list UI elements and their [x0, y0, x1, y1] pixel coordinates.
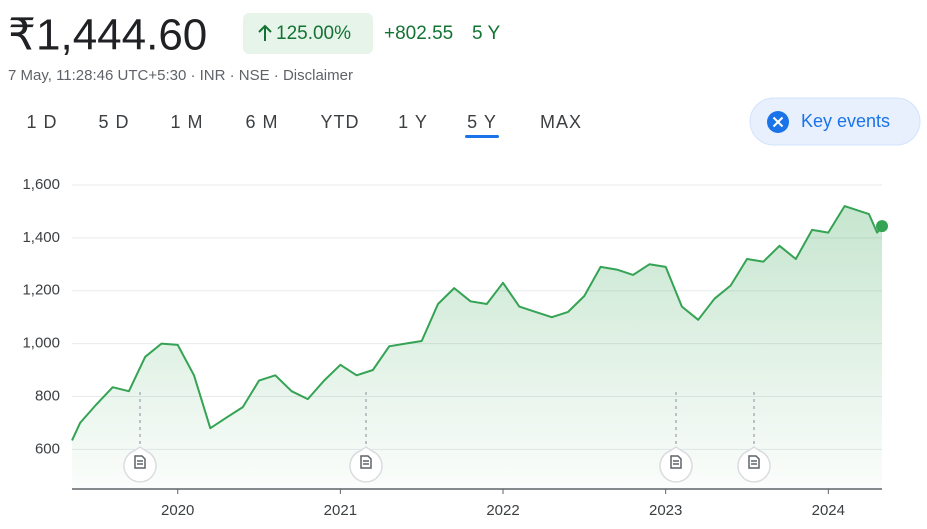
change: +802.55 [384, 23, 453, 44]
event-icon [670, 455, 682, 469]
up-arrow [258, 24, 272, 41]
x-tick-label: 2022 [486, 502, 519, 519]
y-tick-label: 1,200 [22, 282, 60, 299]
y-tick-label: 1,600 [22, 176, 60, 193]
change-badge [243, 13, 373, 54]
tab[interactable]: YTD [321, 112, 360, 132]
last-point [876, 220, 888, 233]
tab[interactable]: 5 D [98, 112, 129, 132]
key-events-label: Key events [801, 111, 890, 131]
event-icon [748, 455, 760, 469]
key-events-button[interactable] [749, 97, 921, 146]
tab[interactable]: MAX [540, 112, 582, 132]
tab[interactable]: 1 D [26, 112, 57, 132]
event-icon [360, 455, 372, 469]
x-tick-label: 2024 [812, 502, 845, 519]
change-percent: 125.00% [276, 23, 351, 44]
tab[interactable]: 1 Y [398, 112, 428, 132]
price-line [71, 205, 883, 441]
price: ₹1,444.60 [8, 11, 207, 60]
y-tick-label: 1,400 [22, 229, 60, 246]
y-tick-label: 600 [35, 440, 60, 457]
tabs: 1 D 5 D 1 M 6 M YTD 1 Y 5 Y MAX [26, 112, 582, 138]
event-icon [134, 455, 146, 469]
y-tick-label: 1,000 [22, 335, 60, 352]
tab-underline [465, 135, 499, 138]
area [72, 206, 882, 489]
y-tick-label: 800 [35, 387, 60, 404]
tab[interactable]: 5 Y [467, 112, 497, 132]
x-tick-label: 2020 [161, 502, 194, 519]
x-tick-label: 2023 [649, 502, 682, 519]
chart: 600 800 1,000 1,200 1,400 1,600 2020 2021 2022 20… [22, 176, 888, 519]
tab[interactable]: 1 M [170, 112, 203, 132]
x-tick-label: 2021 [324, 502, 357, 519]
tab[interactable]: 6 M [245, 112, 278, 132]
meta: 7 May, 11:28:46 UTC+5:30 · INR · NSE · D… [8, 67, 353, 84]
key-events-x [772, 116, 784, 128]
period: 5 Y [472, 23, 501, 44]
